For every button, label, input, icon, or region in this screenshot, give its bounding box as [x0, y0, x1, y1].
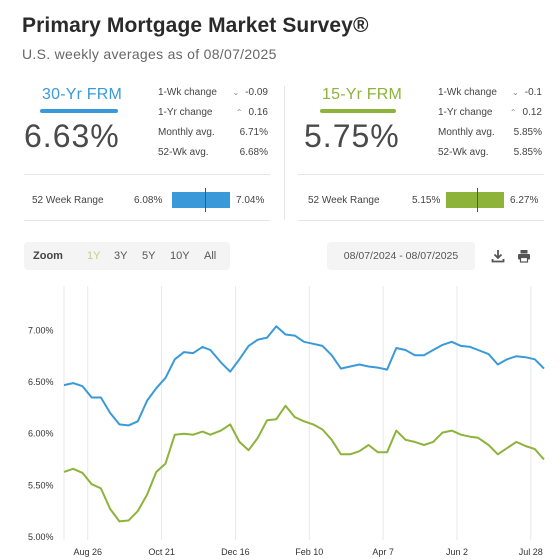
date-range-input[interactable]: 08/07/2024 - 08/07/2025 [327, 242, 475, 270]
frm30-rate: 6.63% [24, 118, 120, 154]
print-button[interactable] [512, 242, 536, 270]
range-current-marker [205, 188, 207, 212]
range-high: 7.04% [236, 195, 265, 206]
x-tick-label: Feb 10 [295, 547, 323, 557]
x-tick-label: Aug 26 [73, 547, 102, 557]
panel-divider [284, 86, 285, 220]
frm30-panel: 30-Yr FRM 6.63% 1-Wk change ⌄ -0.09 1-Yr … [22, 82, 270, 222]
frm30-stat-monthly: Monthly avg. 6.71% [158, 124, 268, 144]
frm30-underline [40, 109, 118, 113]
y-tick-label: 5.00% [28, 532, 54, 542]
stat-label: 52-Wk avg. [438, 147, 489, 158]
x-axis: Aug 26 Oct 21 Dec 16 Feb 10 Apr 7 Jun 2 Jul 28 [73, 547, 542, 557]
range-low: 6.08% [134, 195, 163, 206]
zoom-1y-button[interactable]: 1Y [87, 250, 101, 262]
rate-chart: 5.00% 5.50% 6.00% 6.50% 7.00% Aug 26 Oct 21 De… [28, 286, 545, 557]
frm30-stat-1yr: 1-Yr change ⌃ 0.16 [158, 104, 268, 124]
y-tick-label: 5.50% [28, 480, 54, 490]
frm15-stat-52wk: 52-Wk avg. 5.85% [438, 144, 542, 164]
range-low: 5.15% [412, 195, 441, 206]
zoom-3y-button[interactable]: 3Y [114, 250, 128, 262]
print-icon [518, 250, 530, 263]
frm15-stats: 1-Wk change ⌄ -0.1 1-Yr change ⌃ 0.12 Mont… [438, 84, 542, 164]
frm15-rate: 5.75% [304, 118, 400, 154]
y-axis: 5.00% 5.50% 6.00% 6.50% 7.00% [28, 325, 54, 542]
stat-label: 1-Wk change [438, 87, 497, 98]
x-tick-label: Jul 28 [519, 547, 543, 557]
x-tick-label: Oct 21 [148, 547, 175, 557]
chevron-up-icon: ⌃ [509, 108, 517, 117]
frm15-stat-1wk: 1-Wk change ⌄ -0.1 [438, 84, 542, 104]
frm15-underline [320, 109, 396, 113]
chart-series [63, 325, 545, 523]
page-title: Primary Mortgage Market Survey® [22, 14, 369, 37]
range-current-marker [477, 188, 479, 212]
stat-value: ⌄ -0.09 [232, 87, 269, 98]
frm30-stat-1wk: 1-Wk change ⌄ -0.09 [158, 84, 268, 104]
stat-value: 5.85% [513, 147, 542, 158]
stat-label: 1-Yr change [438, 107, 493, 118]
series-30yr-line [63, 325, 545, 427]
range-bar [446, 188, 504, 212]
stat-label: 1-Yr change [158, 107, 213, 118]
stat-label: 1-Wk change [158, 87, 217, 98]
stat-value: ⌃ 0.12 [509, 107, 542, 118]
zoom-all-button[interactable]: All [204, 250, 217, 262]
chevron-up-icon: ⌃ [235, 108, 243, 117]
frm30-stat-52wk: 52-Wk avg. 6.68% [158, 144, 268, 164]
stat-value: 6.68% [239, 147, 268, 158]
range-high: 6.27% [510, 195, 539, 206]
frm15-label: 15-Yr FRM [322, 86, 403, 103]
x-tick-label: Apr 7 [372, 547, 394, 557]
divider [24, 174, 270, 175]
zoom-box: Zoom 1Y 3Y 5Y 10Y All [24, 242, 230, 270]
stat-value: ⌃ 0.16 [235, 107, 268, 118]
download-icon [491, 250, 505, 263]
chevron-down-icon: ⌄ [232, 88, 240, 97]
stat-value: ⌄ -0.1 [512, 87, 542, 98]
frm30-stats: 1-Wk change ⌄ -0.09 1-Yr change ⌃ 0.16 Mon… [158, 84, 268, 164]
chart-grid [63, 286, 532, 540]
download-button[interactable] [486, 242, 510, 270]
frm15-stat-monthly: Monthly avg. 5.85% [438, 124, 542, 144]
frm15-stat-1yr: 1-Yr change ⌃ 0.12 [438, 104, 542, 124]
y-tick-label: 6.00% [28, 429, 54, 439]
x-tick-label: Dec 16 [221, 547, 250, 557]
range-label: 52 Week Range [32, 195, 104, 206]
zoom-10y-button[interactable]: 10Y [170, 250, 190, 262]
range-bar [172, 188, 230, 212]
frm15-panel: 15-Yr FRM 5.75% 1-Wk change ⌄ -0.1 1-Yr c… [296, 82, 544, 222]
series-15yr-line [63, 404, 545, 523]
page-subtitle: U.S. weekly averages as of 08/07/2025 [22, 46, 277, 62]
stat-label: Monthly avg. [158, 127, 215, 138]
stat-value: 5.85% [513, 127, 542, 138]
zoom-label: Zoom [33, 250, 63, 262]
y-tick-label: 7.00% [28, 325, 54, 335]
chevron-down-icon: ⌄ [512, 88, 519, 97]
stat-label: Monthly avg. [438, 127, 495, 138]
range-label: 52 Week Range [308, 195, 380, 206]
frm30-label: 30-Yr FRM [42, 86, 123, 103]
divider [298, 174, 544, 175]
y-tick-label: 6.50% [28, 377, 54, 387]
stat-label: 52-Wk avg. [158, 147, 209, 158]
divider [24, 220, 270, 221]
zoom-5y-button[interactable]: 5Y [142, 250, 156, 262]
x-tick-label: Jun 2 [446, 547, 468, 557]
divider [298, 220, 544, 221]
stat-value: 6.71% [239, 127, 268, 138]
